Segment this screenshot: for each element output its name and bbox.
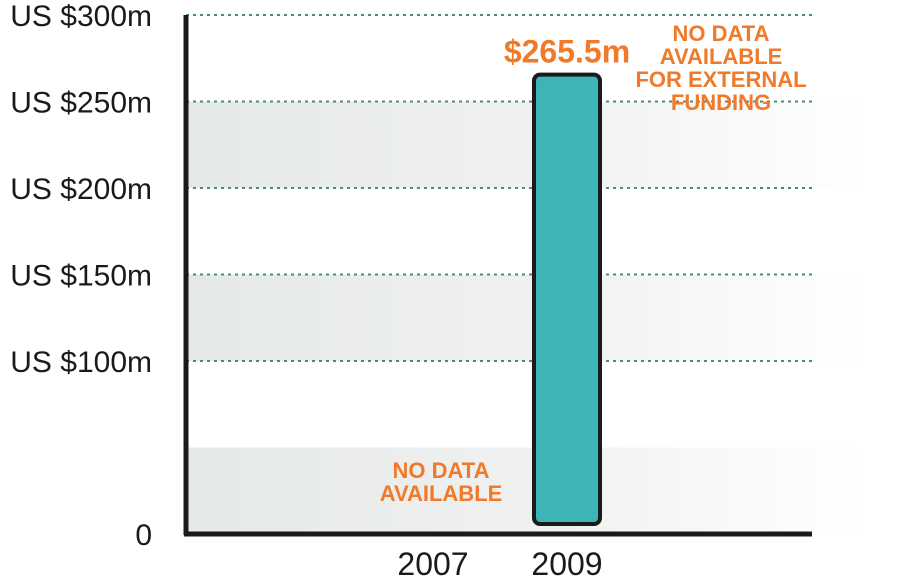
x-tick-label-2007: 2007 <box>397 546 468 578</box>
background-bands <box>186 101 866 534</box>
annotation-line: AVAILABLE <box>380 481 503 506</box>
y-tick-label: US $250m <box>10 87 152 120</box>
x-tick-label-2009: 2009 <box>531 546 602 578</box>
annotation-line: AVAILABLE <box>660 44 783 69</box>
axes <box>183 15 812 537</box>
annotation-2007: NO DATA AVAILABLE <box>380 458 503 506</box>
background-band <box>186 447 866 534</box>
background-band <box>186 101 866 188</box>
value-label-2009: $265.5m <box>504 34 630 70</box>
annotation-line: FOR EXTERNAL <box>635 67 806 92</box>
y-tick-label: US $150m <box>10 260 152 293</box>
bars <box>532 72 602 526</box>
y-tick-label: US $200m <box>10 173 152 206</box>
bar-2009 <box>532 72 602 526</box>
y-tick-label: US $300m <box>10 0 152 33</box>
value-labels: $265.5m <box>504 34 630 70</box>
annotation-external: NO DATA AVAILABLE FOR EXTERNAL FUNDING <box>635 21 806 115</box>
y-axis-tick-labels: 0 US $100m US $150m US $200m US $250m US $300… <box>10 0 152 552</box>
annotation-line: NO DATA <box>393 458 490 483</box>
background-band <box>186 274 866 361</box>
annotation-line: FUNDING <box>671 90 771 115</box>
y-tick-label: US $100m <box>10 346 152 379</box>
x-axis-tick-labels: 2007 2009 <box>397 546 602 578</box>
y-tick-label: 0 <box>135 519 152 552</box>
annotation-line: NO DATA <box>673 21 770 46</box>
